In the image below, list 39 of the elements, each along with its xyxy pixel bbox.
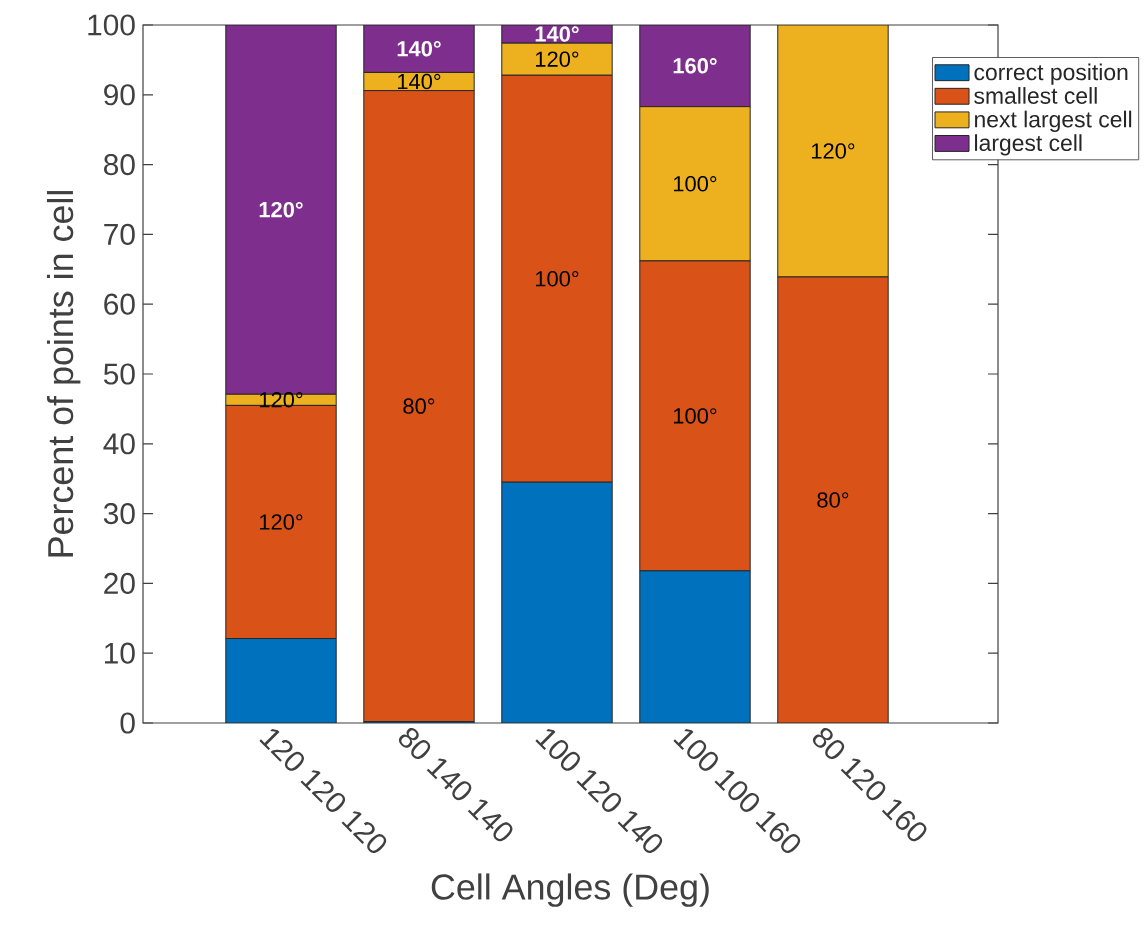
annotation: 140° bbox=[397, 73, 441, 90]
y-tick-label: 10 bbox=[105, 642, 135, 664]
x-tick-label: 100 120 140 bbox=[535, 729, 663, 854]
y-tick-label: 20 bbox=[104, 572, 135, 594]
legend-label: correct position bbox=[974, 63, 1128, 85]
y-tick-label: 0 bbox=[120, 712, 135, 734]
annotation: 100° bbox=[673, 408, 717, 424]
annotation: 160° bbox=[673, 58, 717, 74]
y-tick-label: 90 bbox=[104, 84, 135, 106]
annotation: 100° bbox=[673, 176, 717, 192]
y-tick-label: 60 bbox=[104, 293, 135, 315]
x-tick-label: 80 120 160 bbox=[812, 728, 927, 842]
annotation: 140° bbox=[535, 26, 579, 42]
annotation: 100° bbox=[535, 270, 579, 287]
annotation: 120° bbox=[259, 392, 303, 408]
x-tick-label: 120 120 120 bbox=[259, 729, 387, 854]
bar bbox=[225, 638, 337, 723]
y-tick-label: 50 bbox=[103, 363, 135, 385]
x-axis-title: Cell Angles (Deg) bbox=[431, 873, 709, 907]
y-tick-label: 70 bbox=[104, 223, 135, 245]
annotation: 120° bbox=[259, 514, 303, 530]
annotation: 120° bbox=[259, 201, 303, 218]
annotation: 80° bbox=[817, 492, 849, 508]
annotation: 140° bbox=[397, 40, 441, 57]
annotation: 80° bbox=[403, 398, 435, 414]
legend-label: smallest cell bbox=[974, 87, 1097, 104]
bar bbox=[639, 570, 751, 723]
y-tick-label: 40 bbox=[103, 433, 135, 455]
x-tick-label: 80 140 140 bbox=[398, 728, 513, 842]
y-tick-label: 100 bbox=[88, 14, 135, 36]
y-tick-label: 80 bbox=[104, 154, 135, 176]
x-tick-label: 100 100 160 bbox=[673, 729, 801, 854]
legend-label: largest cell bbox=[975, 134, 1082, 156]
bar bbox=[501, 481, 613, 723]
y-axis-title: Percent of points in cell bbox=[46, 191, 81, 557]
annotation: 120° bbox=[811, 143, 855, 159]
legend-label: next largest cell bbox=[975, 110, 1132, 132]
annotation: 120° bbox=[535, 51, 579, 67]
y-tick-label: 30 bbox=[103, 503, 135, 525]
